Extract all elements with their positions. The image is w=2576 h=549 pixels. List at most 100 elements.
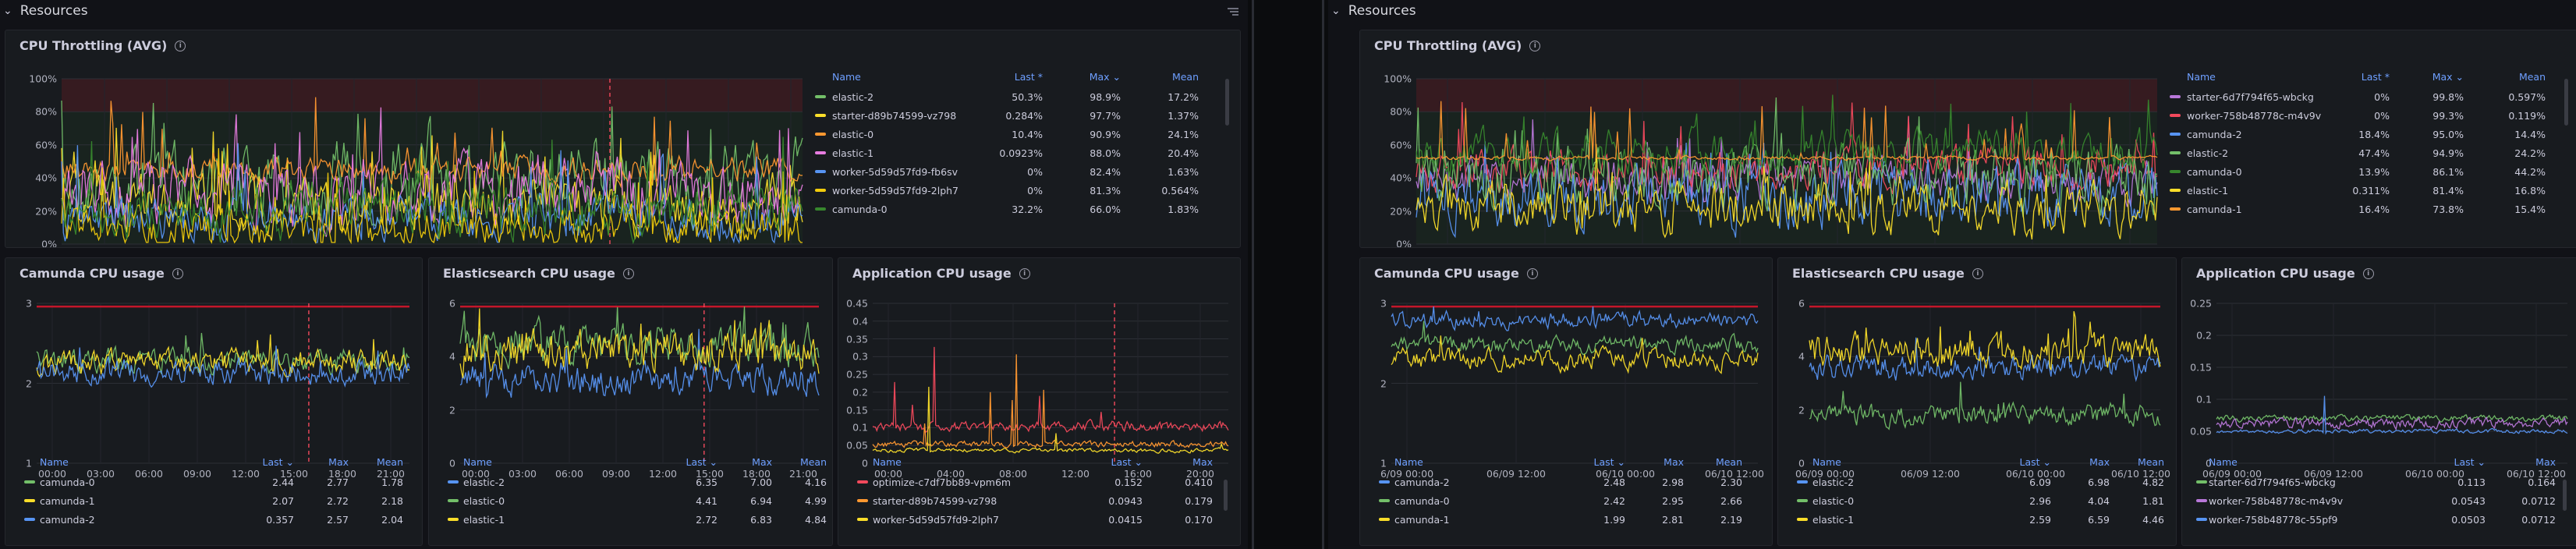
legend-row[interactable]: elastic-1 2.72 6.83 4.84 (445, 511, 827, 528)
legend-header-last[interactable]: Last * (1014, 71, 1043, 83)
legend-row[interactable]: starter-6d7f794f65-wbckg 0.113 0.164 (2193, 473, 2567, 491)
chart-svg[interactable] (1416, 78, 2158, 245)
legend-series-name[interactable]: starter-6d7f794f65-wbckg (2187, 90, 2314, 103)
legend-scrollbar[interactable] (1225, 79, 1229, 126)
series-line-starter-6d7f794f65-wbckg[interactable] (2216, 413, 2568, 423)
series-line-elastic-0[interactable] (459, 306, 820, 370)
legend-row[interactable]: elastic-1 0.311% 81.4% 16.8% (2163, 182, 2569, 199)
legend-row[interactable]: elastic-2 47.4% 94.9% 24.2% (2163, 144, 2569, 161)
legend-series-name[interactable]: camunda-0 (2187, 165, 2242, 178)
series-line-elastic-1[interactable] (459, 308, 820, 378)
legend-header-last[interactable]: Last ⌄ (2454, 456, 2486, 468)
series-line-camunda-0[interactable] (1416, 94, 2158, 179)
legend-series-name[interactable]: worker-5d59d57fd9-2lph7 (832, 184, 959, 197)
legend-series-name[interactable]: camunda-1 (2187, 203, 2242, 215)
legend-series-name[interactable]: elastic-1 (1812, 513, 1855, 526)
series-line-camunda-1[interactable] (1391, 335, 1759, 374)
legend-header-mean[interactable]: Mean (799, 456, 827, 468)
series-line-worker-758b48778c-m4v9v[interactable] (1416, 101, 2158, 196)
info-icon[interactable]: i (1529, 40, 1541, 51)
legend-header-name[interactable]: Name (40, 456, 69, 468)
series-line-camunda-2[interactable] (36, 345, 410, 388)
legend-row[interactable]: camunda-1 1.99 2.81 2.19 (1376, 511, 1766, 528)
plot-area[interactable] (1391, 303, 1759, 464)
legend-header-mean[interactable]: Mean (1715, 456, 1742, 468)
info-icon[interactable]: i (175, 40, 186, 51)
series-line-elastic-1[interactable] (1416, 143, 2158, 240)
legend-row[interactable]: camunda-1 2.07 2.72 2.18 (21, 492, 411, 509)
plot-area[interactable] (1809, 303, 2161, 464)
legend-series-name[interactable]: camunda-0 (1394, 494, 1450, 507)
legend-scrollbar[interactable] (2564, 79, 2568, 126)
legend-series-name[interactable]: elastic-2 (2187, 147, 2229, 159)
legend-series-name[interactable]: camunda-0 (40, 476, 95, 488)
legend-row[interactable]: worker-758b48778c-m4v9v 0.0543 0.0712 (2193, 492, 2567, 509)
plot-area[interactable] (459, 303, 820, 464)
legend-row[interactable]: elastic-0 10.4% 90.9% 24.1% (809, 126, 1230, 143)
info-icon[interactable]: i (1972, 267, 1983, 279)
split-divider[interactable] (1248, 0, 1328, 549)
series-line-elastic-2[interactable] (1809, 337, 2161, 383)
legend-header-max[interactable]: Max (328, 456, 349, 468)
legend-header-max[interactable]: Max (2535, 456, 2556, 468)
legend-row[interactable]: elastic-2 6.09 6.98 4.82 (1794, 473, 2168, 491)
legend-series-name[interactable]: starter-d89b74599-vz798 (873, 494, 997, 507)
legend-header-max[interactable]: Max (2089, 456, 2110, 468)
info-icon[interactable]: i (1019, 267, 1030, 279)
legend-row[interactable]: optimize-c7df7bb89-vpm6m 0.152 0.410 (854, 473, 1228, 491)
info-icon[interactable]: i (1526, 267, 1538, 279)
chevron-down-icon[interactable]: ⌄ (3, 5, 12, 17)
legend-series-name[interactable]: starter-6d7f794f65-wbckg (2209, 476, 2336, 488)
row-header[interactable]: ⌄ Resources (1328, 0, 1416, 22)
legend-series-name[interactable]: camunda-2 (2187, 128, 2242, 140)
legend-series-name[interactable]: elastic-0 (1812, 494, 1855, 507)
series-line-starter-d89b74599-vz798[interactable] (61, 127, 803, 241)
series-line-optimize-c7df7bb89-vpm6m[interactable] (872, 346, 1229, 433)
legend-header-max[interactable]: Max (752, 456, 772, 468)
legend-series-name[interactable]: elastic-2 (463, 476, 505, 488)
legend-header-name[interactable]: Name (1812, 456, 1841, 468)
series-line-worker-758b48778c-55pf9[interactable] (2216, 395, 2568, 435)
legend-header-name[interactable]: Name (873, 456, 902, 468)
plot-area[interactable] (1416, 78, 2158, 245)
chart-svg[interactable] (1391, 303, 1759, 464)
chevron-down-icon[interactable]: ⌄ (1331, 5, 1341, 17)
legend-series-name[interactable]: elastic-0 (832, 128, 874, 140)
legend-row[interactable]: camunda-2 18.4% 95.0% 14.4% (2163, 126, 2569, 143)
legend-row[interactable]: elastic-1 2.59 6.59 4.46 (1794, 511, 2168, 528)
chart-svg[interactable] (61, 78, 803, 245)
legend-series-name[interactable]: elastic-0 (463, 494, 505, 507)
legend-row[interactable]: camunda-0 2.44 2.77 1.78 (21, 473, 411, 491)
legend-header-last[interactable]: Last ⌄ (1111, 456, 1143, 468)
legend-header-last[interactable]: Last ⌄ (686, 456, 718, 468)
series-line-worker-5d59d57fd9-2lph7[interactable] (61, 147, 803, 245)
legend-series-name[interactable]: worker-758b48778c-m4v9v (2209, 494, 2344, 507)
series-line-elastic-2[interactable] (1416, 97, 2158, 218)
info-icon[interactable]: i (622, 267, 634, 279)
legend-series-name[interactable]: elastic-1 (2187, 184, 2229, 197)
series-line-elastic-0[interactable] (1809, 381, 2161, 430)
series-line-camunda-0[interactable] (61, 136, 803, 245)
plot-area[interactable] (872, 303, 1229, 464)
legend-row[interactable]: elastic-0 4.41 6.94 4.99 (445, 492, 827, 509)
legend-series-name[interactable]: elastic-2 (832, 90, 874, 103)
series-line-elastic-2[interactable] (459, 328, 820, 399)
legend-header-mean[interactable]: Mean (2137, 456, 2164, 468)
series-line-camunda-1[interactable] (1416, 101, 2158, 161)
plot-area[interactable] (2216, 303, 2568, 464)
legend-series-name[interactable]: elastic-1 (463, 513, 505, 526)
series-line-elastic-1[interactable] (1809, 310, 2161, 370)
series-line-elastic-1[interactable] (61, 107, 803, 237)
chart-svg[interactable] (872, 303, 1229, 464)
legend-row[interactable]: elastic-2 6.35 7.00 4.16 (445, 473, 827, 491)
chart-svg[interactable] (459, 303, 820, 464)
legend-series-name[interactable]: camunda-1 (1394, 513, 1450, 526)
legend-row[interactable]: camunda-2 0.357 2.57 2.04 (21, 511, 411, 528)
legend-header-name[interactable]: Name (463, 456, 492, 468)
legend-header-last[interactable]: Last ⌄ (1593, 456, 1626, 468)
split-grip-right[interactable] (1322, 0, 1324, 549)
series-line-camunda-2[interactable] (1391, 306, 1759, 331)
info-icon[interactable]: i (2362, 267, 2374, 279)
legend-series-name[interactable]: worker-758b48778c-m4v9v (2187, 109, 2322, 122)
plot-area[interactable] (36, 303, 410, 464)
